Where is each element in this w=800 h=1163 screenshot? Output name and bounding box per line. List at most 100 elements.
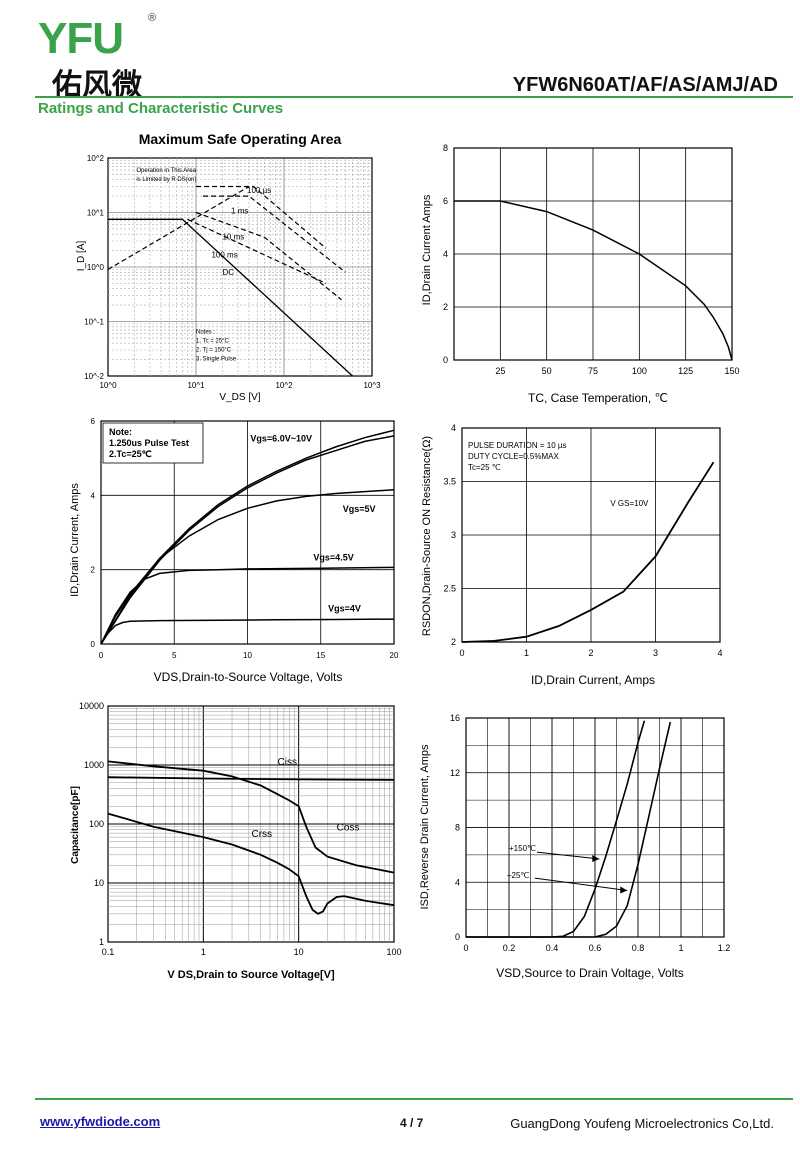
soa-label-100ms: 100 ms	[211, 250, 237, 259]
y-tick-label: 1000	[84, 760, 104, 770]
series-line-1	[466, 721, 672, 938]
footer-website-link[interactable]: www.yfwdiode.com	[40, 1114, 161, 1129]
footer-company-name: GuangDong Youfeng Microelectronics Co,Lt…	[510, 1116, 774, 1131]
cap-ylabel: Capacitance[pF]	[70, 786, 81, 864]
x-tick-label: 0	[99, 651, 104, 660]
y-tick-label: 8	[443, 143, 448, 153]
soa-series-rdsonlimit	[107, 185, 250, 271]
bd-xlabel: VSD,Source to Drain Voltage, Volts	[496, 966, 683, 980]
x-tick-label: 3	[653, 648, 658, 658]
x-tick-label: 100	[632, 366, 647, 376]
series-label-vgs-5: Vgs=5V	[343, 504, 376, 514]
y-tick-label: 16	[450, 713, 460, 723]
x-tick-label: 5	[172, 651, 177, 660]
y-tick-label: 10^1	[87, 209, 105, 218]
y-tick-label: 2	[451, 637, 456, 647]
y-tick-label: 2	[91, 566, 96, 575]
y-tick-label: 10^-2	[84, 372, 104, 381]
y-tick-label: 10^2	[87, 154, 105, 163]
arrow-150c	[536, 851, 600, 860]
x-tick-label: 1	[678, 943, 683, 953]
soa-annotation-rds-line2: is Limited by R DS(on)	[136, 177, 196, 183]
soa-chart: Maximum Safe Operating Area 100 µs 1 ms 10…	[76, 131, 381, 403]
x-tick-label: 10^1	[187, 381, 205, 390]
x-tick-label: 0.1	[102, 947, 115, 957]
series-label-vgs-4-5: Vgs=4.5V	[313, 552, 353, 562]
logo-registered-mark: ®	[148, 12, 157, 24]
soa-note-line: Notes :	[196, 330, 215, 336]
x-tick-label: 50	[542, 366, 552, 376]
x-tick-label: 0	[459, 648, 464, 658]
y-tick-label: 6	[443, 196, 448, 206]
series-label-25c: +25℃	[507, 871, 530, 880]
series-label-vgs-10: V GS=10V	[610, 499, 649, 508]
note-box	[102, 422, 204, 464]
y-tick-label: 4	[451, 423, 456, 433]
x-tick-label: 4	[717, 648, 722, 658]
y-tick-label: 3.5	[443, 477, 456, 487]
y-tick-label: 0	[455, 932, 460, 942]
y-tick-label: 3	[451, 530, 456, 540]
note-line: Tc=25 ℃	[468, 463, 501, 472]
rdson-chart: 0 1 2 3 4 2 2.5 3 3.5 4 PULSE DURATION = 10 µs DUTY…	[421, 423, 723, 687]
x-tick-label: 150	[724, 366, 739, 376]
soa-note-line: 2. Tj = 150°C	[196, 348, 232, 354]
x-tick-label: 10	[294, 947, 304, 957]
capacitance-series-coss	[107, 760, 395, 874]
series-line-0	[461, 461, 715, 643]
bd-ylabel: ISD,Reverse Drain Current, Amps	[419, 744, 431, 910]
note-line: 1.250us Pulse Test	[109, 438, 189, 448]
series-line-4	[100, 618, 395, 645]
x-tick-label: 125	[678, 366, 693, 376]
rds-xlabel: ID,Drain Current, Amps	[531, 673, 655, 687]
soa-title: Maximum Safe Operating Area	[139, 131, 342, 147]
series-label-150c: +150℃	[509, 844, 536, 853]
footer-rule	[35, 1098, 793, 1100]
x-tick-label: 0.8	[632, 943, 645, 953]
soa-series-10ms	[195, 211, 342, 301]
soa-label-dc: DC	[222, 268, 234, 277]
logo-yfu: YFU	[38, 14, 124, 63]
series-label-crss: Crss	[251, 829, 272, 840]
y-tick-label: 10000	[79, 701, 104, 711]
series-label-vgs-4: Vgs=4V	[328, 603, 361, 613]
capacitance-series-crss	[107, 812, 395, 915]
x-tick-label: 0.2	[503, 943, 516, 953]
soa-note-line: 3. Single Pulse	[196, 357, 237, 363]
soa-annotation-rds-line1: Operation in This Area	[136, 168, 196, 174]
cap-xlabel: V DS,Drain to Source Voltage[V]	[167, 969, 335, 981]
x-tick-label: 10^2	[275, 381, 293, 390]
capacitance-series-ciss	[107, 776, 395, 781]
section-title: Ratings and Characteristic Curves	[38, 100, 284, 117]
y-tick-label: 2.5	[443, 584, 456, 594]
x-tick-label: 1.2	[718, 943, 731, 953]
x-tick-label: 0	[463, 943, 468, 953]
soa-series-dc	[108, 218, 353, 377]
x-tick-label: 0.6	[589, 943, 602, 953]
y-tick-label: 0	[443, 355, 448, 365]
part-number: YFW6N60AT/AF/AS/AMJ/AD	[512, 74, 778, 96]
x-tick-label: 2	[588, 648, 593, 658]
y-tick-label: 4	[443, 249, 448, 259]
y-tick-label: 6	[91, 417, 96, 426]
note-line: Note:	[109, 427, 132, 437]
x-tick-label: 75	[588, 366, 598, 376]
x-tick-label: 10^3	[363, 381, 381, 390]
series-label-vgs-6-10: Vgs=6.0V~10V	[250, 433, 312, 443]
y-tick-label: 1	[99, 937, 104, 947]
x-tick-label: 0.4	[546, 943, 559, 953]
rds-ylabel: RSDON,Drain-Source ON Resistance(Ω)	[421, 436, 433, 636]
soa-label-1ms: 1 ms	[231, 207, 248, 216]
x-tick-label: 25	[495, 366, 505, 376]
series-line-0	[466, 720, 646, 938]
series-line-3	[100, 566, 395, 645]
soa-note-line: 1. Tc = 25°C	[196, 339, 229, 345]
y-tick-label: 4	[455, 877, 460, 887]
x-tick-label: 15	[316, 651, 325, 660]
x-tick-label: 1	[201, 947, 206, 957]
series-line-2	[100, 489, 395, 645]
x-tick-label: 100	[386, 947, 401, 957]
x-tick-label: 20	[390, 651, 399, 660]
x-tick-label: 10^0	[99, 381, 117, 390]
